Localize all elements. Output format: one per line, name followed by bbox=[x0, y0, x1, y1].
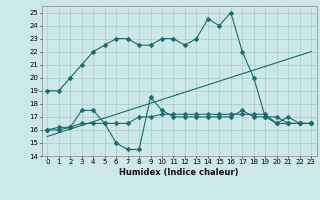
X-axis label: Humidex (Indice chaleur): Humidex (Indice chaleur) bbox=[119, 168, 239, 177]
